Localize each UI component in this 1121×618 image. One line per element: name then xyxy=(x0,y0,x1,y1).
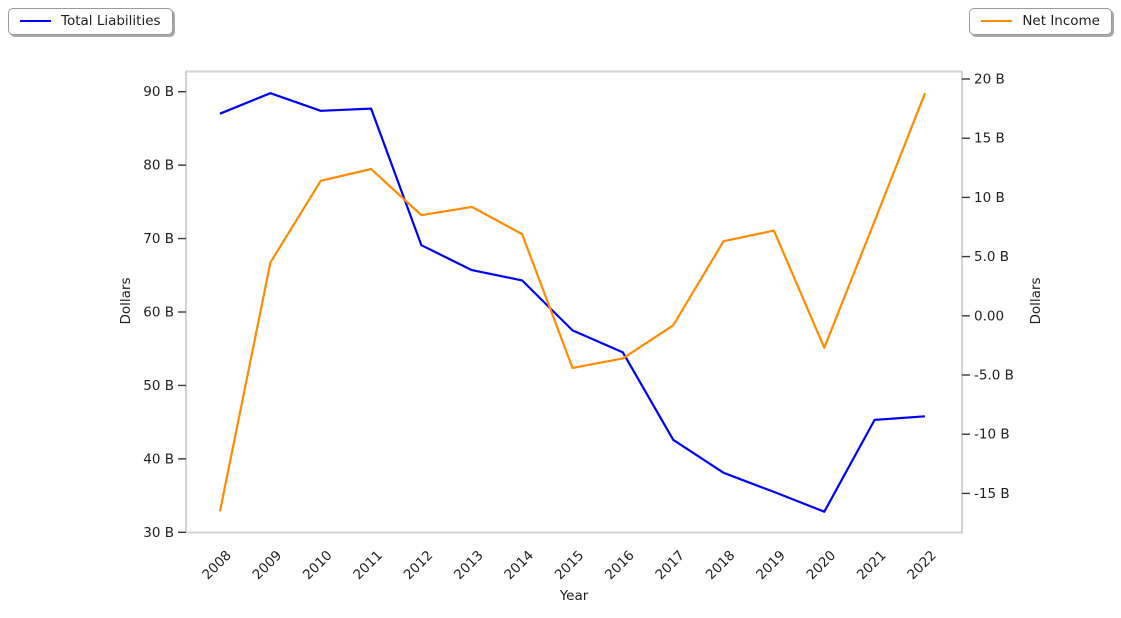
x-axis-tick-label: 2016 xyxy=(602,548,638,584)
left-y-axis-title: Dollars xyxy=(118,277,134,325)
x-axis-tick-label: 2018 xyxy=(703,548,739,584)
x-axis-tick-label: 2014 xyxy=(501,548,537,584)
x-axis-tick-label: 2011 xyxy=(350,548,386,584)
series-line-net-income xyxy=(218,92,927,512)
x-axis-tick-label: 2012 xyxy=(401,548,437,584)
x-axis-tick-label: 2021 xyxy=(854,548,890,584)
left-axis-tick-label: 90 B xyxy=(143,84,174,100)
left-axis-tick-label: 60 B xyxy=(143,305,174,321)
x-axis-tick-label: 2008 xyxy=(199,548,235,584)
left-axis-tick-label: 70 B xyxy=(143,231,174,247)
series-line-total-liabilities xyxy=(219,92,926,513)
x-axis-tick-label: 2020 xyxy=(804,548,840,584)
legend-label: Total Liabilities xyxy=(61,13,161,29)
net-income-line-swatch xyxy=(981,20,1013,22)
left-axis-tick-label: 40 B xyxy=(143,451,174,467)
right-axis-tick-label: 15 B xyxy=(974,131,1005,147)
legend-label: Net Income xyxy=(1022,13,1100,29)
right-y-axis-title: Dollars xyxy=(1028,277,1044,325)
right-axis-tick-label: -5.0 B xyxy=(974,368,1014,384)
x-axis-tick-label: 2019 xyxy=(753,548,789,584)
x-axis-tick-label: 2022 xyxy=(904,548,940,584)
x-axis-tick-label: 2017 xyxy=(652,548,688,584)
left-axis-tick-label: 30 B xyxy=(143,525,174,541)
x-axis-tick-label: 2015 xyxy=(552,548,588,584)
legend-total-liabilities: Total Liabilities xyxy=(8,8,173,35)
left-axis-tick-label: 80 B xyxy=(143,158,174,174)
x-axis-tick-label: 2009 xyxy=(250,548,286,584)
x-axis-tick-label: 2010 xyxy=(300,548,336,584)
plot-border xyxy=(185,70,963,534)
x-axis-title: Year xyxy=(559,588,589,604)
total-liabilities-line-swatch xyxy=(20,20,51,22)
legend-net-income: Net Income xyxy=(969,8,1112,35)
x-axis-tick-label: 2013 xyxy=(451,548,487,584)
right-axis-tick-label: 20 B xyxy=(974,72,1005,88)
right-axis-tick-label: -10 B xyxy=(974,427,1010,443)
right-axis-tick-label: -15 B xyxy=(974,486,1010,502)
right-axis-tick-label: 0.00 xyxy=(974,308,1004,324)
right-axis-tick-label: 10 B xyxy=(974,190,1005,206)
left-axis-tick-label: 50 B xyxy=(143,378,174,394)
right-axis-tick-label: 5.0 B xyxy=(974,249,1009,265)
